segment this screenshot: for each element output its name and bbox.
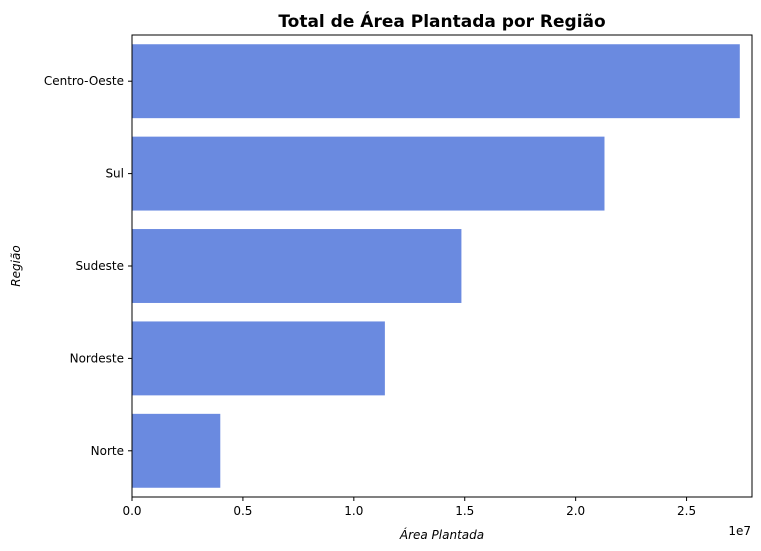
y-tick-label-sul: Sul (105, 167, 124, 181)
x-offset-label: 1e7 (728, 524, 751, 538)
x-tick-label: 1.5 (455, 504, 474, 518)
y-tick-label-nordeste: Nordeste (70, 351, 124, 365)
chart-title: Total de Área Plantada por Região (278, 10, 605, 32)
y-axis-label: Região (9, 245, 23, 286)
x-tick-label: 0.0 (122, 504, 141, 518)
y-tick-label-norte: Norte (91, 444, 124, 458)
y-tick-label-centro-oeste: Centro-Oeste (44, 74, 124, 88)
y-axis-ticks: Centro-Oeste Sul Sudeste Nordeste Norte (44, 74, 132, 458)
y-tick-label-sudeste: Sudeste (75, 259, 124, 273)
x-tick-label: 2.0 (566, 504, 585, 518)
bar-sudeste (132, 229, 462, 303)
bar-sul (132, 136, 605, 211)
bar-nordeste (132, 321, 385, 396)
bar-norte (132, 413, 221, 488)
bars-group (132, 44, 740, 488)
x-axis-ticks: 0.0 0.5 1.0 1.5 2.0 2.5 (122, 497, 696, 518)
x-tick-label: 1.0 (344, 504, 363, 518)
bar-centro-oeste (132, 44, 740, 119)
x-tick-label: 2.5 (677, 504, 696, 518)
x-tick-label: 0.5 (233, 504, 252, 518)
x-axis-label: Área Plantada (399, 527, 484, 542)
